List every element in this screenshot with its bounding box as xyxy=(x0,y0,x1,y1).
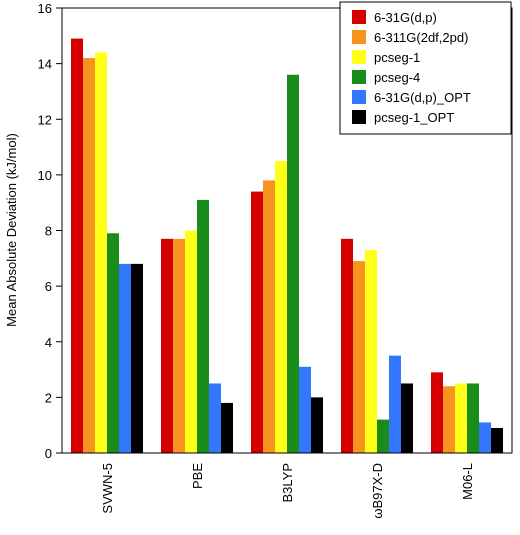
legend-swatch xyxy=(352,110,366,124)
bar xyxy=(185,230,197,453)
bar xyxy=(467,383,479,453)
bar xyxy=(107,233,119,453)
bar xyxy=(251,191,263,453)
legend-swatch xyxy=(352,70,366,84)
legend-label: 6-311G(2df,2pd) xyxy=(374,30,468,45)
bar xyxy=(131,263,143,453)
x-tick-label: ωB97X-D xyxy=(370,463,385,519)
y-tick-label: 8 xyxy=(45,224,52,239)
bar xyxy=(275,160,287,453)
bar xyxy=(311,397,323,453)
legend-label: pcseg-1 xyxy=(374,50,420,65)
bar xyxy=(287,74,299,453)
y-tick-label: 2 xyxy=(45,390,52,405)
y-tick-label: 10 xyxy=(38,168,52,183)
bar xyxy=(443,386,455,453)
bar xyxy=(71,38,83,453)
y-tick-label: 14 xyxy=(38,57,52,72)
bar xyxy=(479,422,491,453)
y-tick-label: 16 xyxy=(38,1,52,16)
bar xyxy=(221,402,233,453)
x-tick-label: B3LYP xyxy=(280,463,295,503)
bar xyxy=(377,419,389,453)
bar xyxy=(95,52,107,453)
bar xyxy=(119,263,131,453)
y-tick-label: 6 xyxy=(45,279,52,294)
plot-frame xyxy=(61,7,513,454)
bar xyxy=(209,383,221,453)
bar xyxy=(353,261,365,453)
bar xyxy=(197,199,209,453)
bar xyxy=(401,383,413,453)
legend-box xyxy=(339,1,512,135)
legend-label: pcseg-1_OPT xyxy=(374,110,454,125)
legend-label: 6-31G(d,p) xyxy=(374,10,437,25)
bar xyxy=(83,58,95,453)
bar xyxy=(263,180,275,453)
y-tick-label: 4 xyxy=(45,335,52,350)
y-tick-label: 12 xyxy=(38,112,52,127)
legend-swatch xyxy=(352,30,366,44)
legend-swatch xyxy=(352,50,366,64)
y-axis-label: Mean Absolute Deviation (kJ/mol) xyxy=(4,133,19,327)
x-tick-label: M06-L xyxy=(460,463,475,500)
legend-label: pcseg-4 xyxy=(374,70,420,85)
legend-label: 6-31G(d,p)_OPT xyxy=(374,90,471,105)
bar xyxy=(455,383,467,453)
bar xyxy=(299,366,311,453)
x-tick-label: SVWN-5 xyxy=(100,463,115,514)
bar xyxy=(431,372,443,453)
bar xyxy=(173,238,185,453)
bar xyxy=(341,238,353,453)
x-tick-label: PBE xyxy=(190,463,205,489)
bar xyxy=(365,249,377,453)
legend-swatch xyxy=(352,90,366,104)
bar xyxy=(389,355,401,453)
bar xyxy=(161,238,173,453)
bar xyxy=(491,427,503,453)
y-tick-label: 0 xyxy=(45,446,52,461)
legend-swatch xyxy=(352,10,366,24)
